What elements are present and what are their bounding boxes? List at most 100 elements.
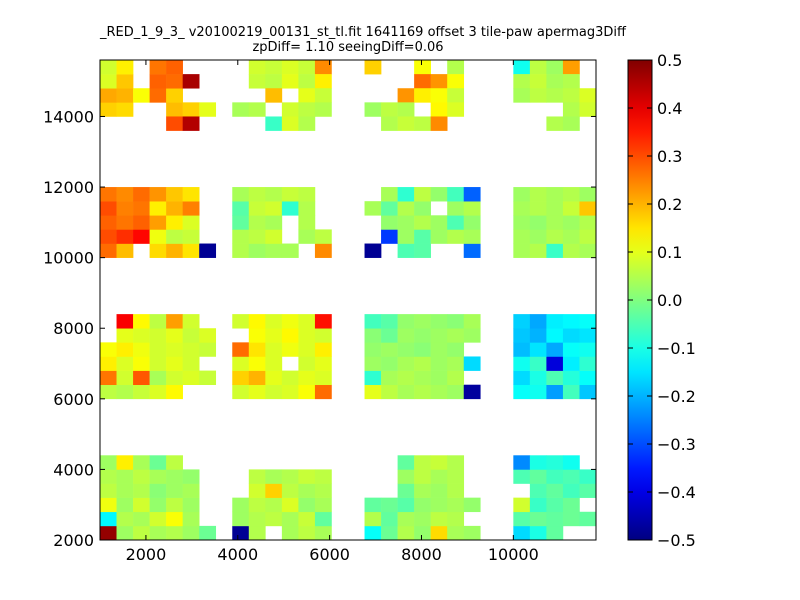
heatmap-cell <box>430 215 448 230</box>
heatmap-cell <box>166 229 183 244</box>
heatmap-cell <box>529 455 547 470</box>
heatmap-cell <box>116 525 134 540</box>
heatmap-cell <box>546 525 564 540</box>
heatmap-cell <box>100 187 117 202</box>
heatmap-cell <box>298 88 316 103</box>
y-tick-label: 6000 <box>53 390 94 409</box>
chart-title: _RED_1_9_3_ v20100219_00131_st_tl.fit 16… <box>100 25 626 40</box>
heatmap-cell <box>447 215 465 230</box>
heatmap-cell <box>182 497 200 513</box>
heatmap-cell <box>281 60 299 75</box>
x-tick-label: 2000 <box>126 545 167 564</box>
heatmap-cell <box>116 511 134 527</box>
heatmap-cell <box>463 201 481 216</box>
heatmap-cell <box>381 314 398 329</box>
heatmap-cell <box>397 525 415 540</box>
heatmap-cell <box>463 328 481 343</box>
heatmap-cell <box>133 342 150 357</box>
heatmap-cell <box>182 215 200 230</box>
colorbar-tick-label: −0.4 <box>657 483 696 502</box>
heatmap-cell <box>116 328 134 343</box>
heatmap-cell <box>546 342 564 357</box>
heatmap-cell <box>116 60 134 75</box>
heatmap-cell <box>463 356 481 371</box>
heatmap-cell <box>265 229 283 244</box>
heatmap-cell <box>314 525 332 540</box>
heatmap-cell <box>562 229 580 244</box>
heatmap-cell <box>232 497 250 513</box>
heatmap-cell <box>397 342 415 357</box>
heatmap-cell <box>232 525 250 540</box>
heatmap-cell <box>281 243 299 258</box>
heatmap-cell <box>546 314 564 329</box>
heatmap-cell <box>447 328 465 343</box>
heatmap-cell <box>182 469 200 484</box>
heatmap-cell <box>100 511 117 527</box>
heatmap-cell <box>430 328 448 343</box>
heatmap-cell <box>562 384 580 400</box>
heatmap-cell <box>381 356 398 371</box>
heatmap-cell <box>364 243 382 258</box>
heatmap-cell <box>579 483 596 498</box>
heatmap-cell <box>133 314 150 329</box>
heatmap-cell <box>314 356 332 371</box>
heatmap-cell <box>298 314 316 329</box>
heatmap-cell <box>265 483 283 498</box>
heatmap-cell <box>133 201 150 216</box>
heatmap-cell <box>579 384 596 400</box>
heatmap-cell <box>281 483 299 498</box>
heatmap-cell <box>463 525 481 540</box>
colorbar-tick-label: −0.1 <box>657 339 696 358</box>
heatmap-cell <box>100 483 117 498</box>
heatmap-cell <box>414 356 431 371</box>
heatmap-cell <box>166 384 183 400</box>
heatmap-cell <box>364 328 382 343</box>
heatmap-cell <box>414 525 431 540</box>
heatmap-cell <box>579 469 596 484</box>
heatmap-cell <box>314 384 332 400</box>
heatmap-cell <box>298 201 316 216</box>
heatmap-cell <box>381 102 398 117</box>
heatmap-cell <box>133 370 150 386</box>
heatmap-cell <box>116 215 134 230</box>
heatmap-cell <box>182 116 200 131</box>
heatmap-cell <box>232 356 250 371</box>
heatmap-cell <box>281 187 299 202</box>
heatmap-cell <box>298 342 316 357</box>
heatmap-cell <box>414 483 431 498</box>
heatmap-cell <box>397 201 415 216</box>
heatmap-cell <box>463 384 481 400</box>
heatmap-cell <box>562 469 580 484</box>
heatmap-cell <box>281 102 299 117</box>
colorbar-tick-label: −0.2 <box>657 387 696 406</box>
heatmap-cell <box>298 215 316 230</box>
heatmap-cell <box>447 229 465 244</box>
heatmap-cell <box>513 370 531 386</box>
heatmap-cell <box>364 201 382 216</box>
y-tick-label: 2000 <box>53 531 94 550</box>
heatmap-cell <box>182 201 200 216</box>
heatmap-cell <box>116 229 134 244</box>
heatmap-cell <box>579 88 596 103</box>
heatmap-cell <box>265 328 283 343</box>
heatmap-cell <box>314 328 332 343</box>
heatmap-cell <box>116 370 134 386</box>
heatmap-cell <box>397 511 415 527</box>
heatmap-cell <box>381 497 398 513</box>
heatmap-cell <box>546 243 564 258</box>
heatmap-cell <box>596 356 613 370</box>
heatmap-cell <box>100 60 117 75</box>
heatmap-cell <box>513 328 531 343</box>
heatmap-cell <box>100 74 117 89</box>
heatmap-cell <box>414 60 431 75</box>
heatmap-cell <box>596 342 613 356</box>
heatmap-cell <box>166 469 183 484</box>
heatmap-cell <box>100 469 117 484</box>
heatmap-cells <box>100 60 613 540</box>
heatmap-cell <box>596 371 613 385</box>
heatmap-cell <box>546 384 564 400</box>
heatmap-cell <box>100 525 117 540</box>
heatmap-cell <box>166 342 183 357</box>
heatmap-cell <box>414 314 431 329</box>
